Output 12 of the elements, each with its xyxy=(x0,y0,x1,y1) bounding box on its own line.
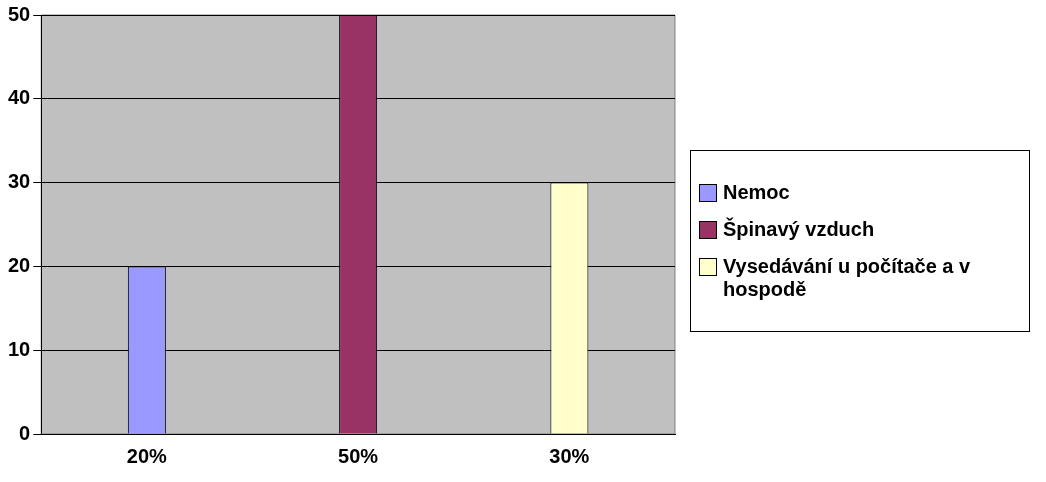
y-tick-label: 10 xyxy=(8,337,31,360)
legend-label: Vysedávání u počítače a v hospodě xyxy=(723,255,972,301)
y-tick-label: 50 xyxy=(8,2,31,25)
legend-label: Špinavý vzduch xyxy=(723,218,875,241)
y-tick-label: 40 xyxy=(8,86,31,109)
legend-label: Nemoc xyxy=(723,181,790,204)
x-tick-label: 20% xyxy=(126,444,168,467)
y-tick-label: 30 xyxy=(8,170,31,193)
y-tick-label: 0 xyxy=(19,421,31,444)
x-tick-label: 30% xyxy=(549,444,590,467)
y-tick-label: 20 xyxy=(8,253,31,276)
x-tick-label: 50% xyxy=(338,444,379,467)
